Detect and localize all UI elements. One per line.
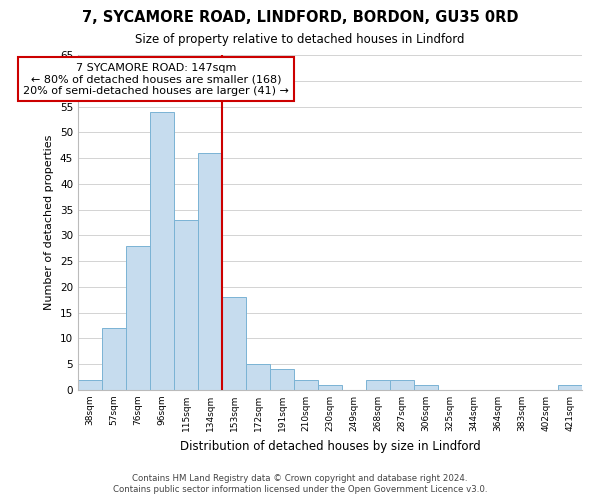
Bar	[174, 220, 198, 390]
Bar	[246, 364, 270, 390]
Bar	[222, 297, 246, 390]
Text: 7 SYCAMORE ROAD: 147sqm
← 80% of detached houses are smaller (168)
20% of semi-d: 7 SYCAMORE ROAD: 147sqm ← 80% of detache…	[23, 62, 289, 96]
Bar	[150, 112, 174, 390]
Text: Size of property relative to detached houses in Lindford: Size of property relative to detached ho…	[135, 32, 465, 46]
Bar	[558, 385, 582, 390]
X-axis label: Distribution of detached houses by size in Lindford: Distribution of detached houses by size …	[179, 440, 481, 452]
Bar	[414, 385, 438, 390]
Text: Contains HM Land Registry data © Crown copyright and database right 2024.
Contai: Contains HM Land Registry data © Crown c…	[113, 474, 487, 494]
Bar	[102, 328, 126, 390]
Y-axis label: Number of detached properties: Number of detached properties	[44, 135, 55, 310]
Bar	[318, 385, 342, 390]
Bar	[294, 380, 318, 390]
Bar	[390, 380, 414, 390]
Bar	[366, 380, 390, 390]
Bar	[270, 370, 294, 390]
Bar	[78, 380, 102, 390]
Bar	[198, 153, 222, 390]
Bar	[126, 246, 150, 390]
Text: 7, SYCAMORE ROAD, LINDFORD, BORDON, GU35 0RD: 7, SYCAMORE ROAD, LINDFORD, BORDON, GU35…	[82, 10, 518, 25]
